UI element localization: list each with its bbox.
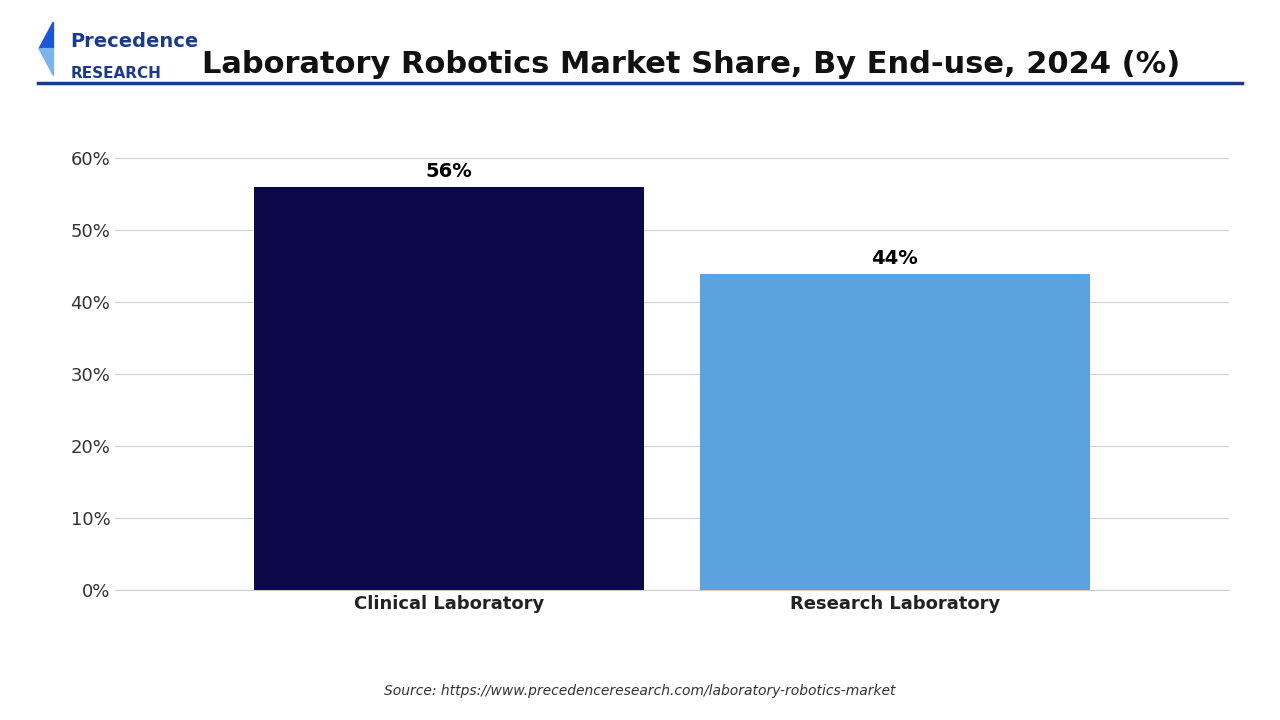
Bar: [700, 274, 1089, 590]
Polygon shape: [40, 49, 54, 76]
Text: Laboratory Robotics Market Share, By End-use, 2024 (%): Laboratory Robotics Market Share, By End…: [202, 50, 1180, 79]
Bar: [255, 187, 644, 590]
Text: Source: https://www.precedenceresearch.com/laboratory-robotics-market: Source: https://www.precedenceresearch.c…: [384, 685, 896, 698]
Text: Precedence: Precedence: [70, 32, 198, 51]
Text: 56%: 56%: [426, 163, 472, 181]
Polygon shape: [40, 22, 54, 49]
Text: 44%: 44%: [872, 249, 918, 268]
Text: RESEARCH: RESEARCH: [70, 66, 161, 81]
